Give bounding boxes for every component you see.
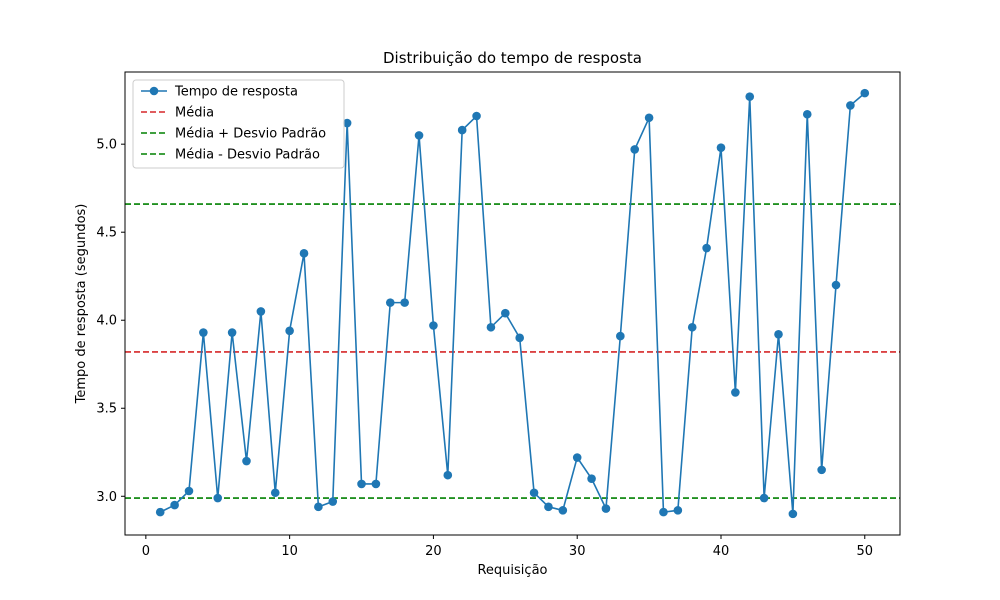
legend-label: Tempo de resposta [174, 85, 298, 100]
data-point [328, 497, 338, 506]
data-point [831, 280, 841, 290]
reference-lines [125, 203, 900, 499]
legend-label: Média - Desvio Padrão [175, 148, 320, 163]
x-tick-label: 50 [856, 544, 873, 559]
data-point [846, 101, 855, 110]
data-point [155, 507, 165, 517]
data-point [199, 328, 208, 337]
legend-label: Média + Desvio Padrão [175, 127, 326, 142]
data-point [687, 322, 697, 332]
data-point [299, 249, 309, 258]
data-point [170, 500, 179, 510]
data-point [213, 493, 223, 503]
series-layer [155, 88, 870, 519]
plot-frame [124, 71, 901, 536]
data-point [342, 118, 352, 128]
data-point [314, 502, 323, 512]
data-point [572, 453, 582, 462]
data-point [544, 502, 553, 512]
y-tick-label: 4.5 [96, 226, 117, 241]
x-axis-title: Requisição [477, 563, 547, 578]
y-tick-label: 5.0 [96, 138, 117, 153]
data-point [285, 326, 294, 336]
data-point [802, 109, 812, 119]
data-point [644, 113, 654, 123]
data-point [529, 488, 539, 498]
y-axis-title: Tempo de resposta (segundos) [74, 204, 89, 405]
y-tick-label: 3.5 [96, 402, 117, 417]
data-point [385, 298, 395, 307]
data-point [774, 330, 783, 339]
x-tick-label: 0 [142, 544, 150, 559]
data-point [817, 465, 826, 475]
data-point [788, 509, 798, 519]
data-point [860, 88, 870, 98]
data-point [673, 506, 683, 515]
y-tick-label: 3.0 [96, 490, 117, 505]
data-point [587, 474, 596, 483]
data-point [227, 328, 237, 337]
data-point [242, 456, 251, 466]
x-tick-label: 30 [569, 544, 586, 559]
data-point [515, 333, 524, 343]
data-point [371, 479, 381, 489]
data-point [270, 488, 280, 498]
legend-box [132, 79, 345, 169]
x-tick-label: 40 [713, 544, 730, 559]
data-point [486, 322, 496, 332]
data-point [184, 486, 194, 496]
data-point [759, 493, 769, 503]
data-point [702, 243, 711, 253]
y-tick-label: 4.0 [96, 314, 117, 329]
chart-title: Distribuição do tempo de resposta [383, 49, 642, 67]
legend: Tempo de resposta Média Média + Desvio Pad… [132, 79, 345, 169]
data-point [457, 125, 467, 135]
legend-marker [149, 86, 159, 96]
data-point [601, 504, 611, 513]
data-point [716, 143, 726, 152]
data-point [630, 145, 640, 154]
data-point [745, 92, 755, 101]
data-point [414, 131, 424, 140]
data-point [357, 479, 366, 489]
data-point [659, 507, 668, 517]
data-point [400, 298, 409, 307]
data-point [558, 506, 568, 515]
x-tick-label: 20 [425, 544, 442, 559]
data-point [256, 307, 266, 316]
data-point [472, 111, 481, 121]
x-tick-label: 10 [281, 544, 298, 559]
data-point [501, 308, 510, 318]
data-point [429, 321, 438, 330]
series-line-0 [159, 92, 866, 514]
legend-label: Média [175, 106, 214, 121]
data-point [616, 331, 625, 341]
axes: 0 10 20 30 40 50 3.0 3.5 4.0 4.5 5.0 [96, 71, 901, 559]
data-point [443, 470, 453, 480]
data-point [731, 388, 740, 397]
